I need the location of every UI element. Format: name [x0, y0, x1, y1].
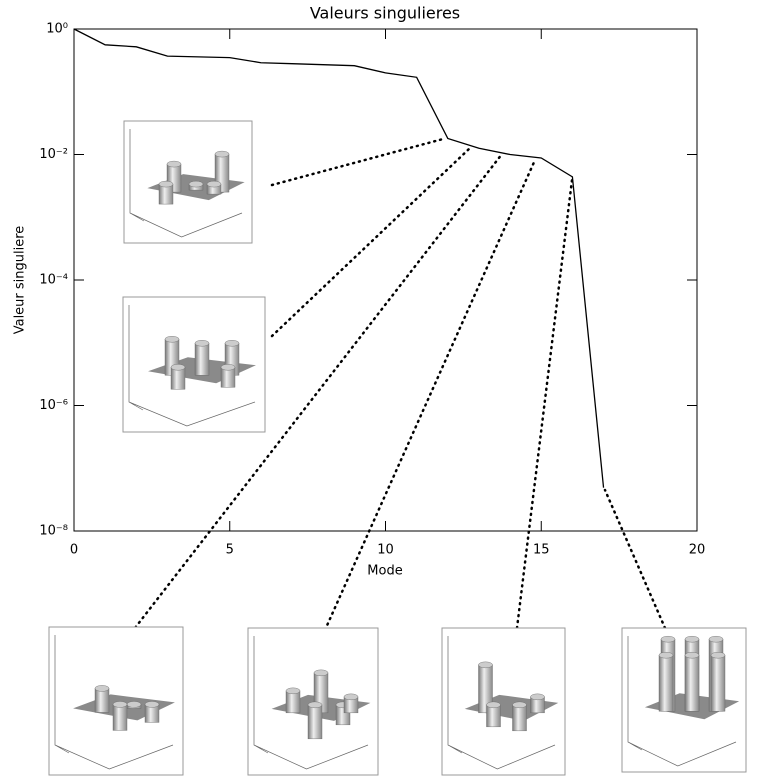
surface-peak-cap — [684, 636, 700, 643]
surface-peak-cap — [710, 652, 726, 659]
y-tick-label: 10⁻⁸ — [39, 524, 68, 539]
y-tick-label: 10⁰ — [46, 22, 68, 37]
surface-peak — [710, 655, 726, 712]
surface-peak — [307, 704, 323, 740]
surface-peak — [512, 704, 527, 732]
x-tick-label: 5 — [226, 543, 234, 558]
x-tick-label: 10 — [377, 543, 394, 558]
surface-peak-cap — [224, 340, 240, 347]
surface-peak-cap — [188, 180, 204, 188]
y-tick-label: 10⁻⁶ — [39, 398, 68, 413]
inset-axes — [253, 636, 369, 770]
surface-peak-cap — [214, 150, 230, 158]
surface-peak-cap — [313, 669, 329, 677]
surface-peak-cap — [166, 160, 182, 168]
surface-peak-cap — [194, 340, 210, 347]
surface-peak — [194, 343, 210, 376]
x-tick-label: 0 — [70, 543, 78, 558]
x-tick-label: 15 — [533, 543, 550, 558]
surface-peak — [658, 655, 674, 712]
surface-peak-cap — [343, 693, 359, 701]
surface-peak-cap — [158, 180, 174, 188]
surface-peak-cap — [126, 701, 142, 708]
surface-peak-cap — [486, 701, 501, 709]
surface-peak — [170, 367, 186, 390]
surface-peak-cap — [708, 636, 724, 643]
connector — [126, 152, 504, 639]
surface-peak-cap — [285, 687, 301, 695]
surface-peak-cap — [660, 636, 676, 643]
surface-peak-cap — [206, 180, 222, 188]
connector — [603, 488, 667, 630]
surface-peak-cap — [478, 661, 493, 669]
insets — [48, 120, 747, 776]
data-line — [73, 28, 605, 488]
surface-peak-cap — [220, 364, 236, 371]
y-tick-label: 10⁻² — [39, 147, 68, 162]
y-tick-label: 10⁻⁴ — [39, 273, 68, 288]
surface-peak-cap — [112, 701, 128, 708]
connector — [515, 178, 574, 630]
chart-title: Valeurs singulieres — [310, 4, 460, 23]
x-tick-label: 20 — [689, 543, 706, 558]
inset-axes — [129, 129, 243, 238]
surface-peak — [112, 704, 128, 731]
surface-peak-cap — [530, 693, 545, 701]
connector — [270, 146, 472, 338]
surface-peak-cap — [164, 336, 180, 343]
surface-peak — [285, 690, 301, 714]
surface-peak-cap — [684, 652, 700, 659]
inset-axes — [447, 636, 556, 770]
plot-frame — [73, 28, 698, 532]
y-axis-label: Valeur singuliere — [13, 226, 28, 335]
connector — [323, 158, 537, 632]
surface-peak — [486, 704, 501, 728]
surface-peak-cap — [170, 364, 186, 371]
surface-peak-cap — [307, 701, 323, 709]
surface-peak-cap — [658, 652, 674, 659]
connector — [270, 137, 445, 187]
surface-peak — [94, 688, 110, 713]
inset-axes — [54, 635, 174, 770]
surface-peak-cap — [94, 685, 110, 692]
surface-peak — [684, 655, 700, 712]
surface-peak-cap — [144, 701, 160, 708]
x-axis-label: Mode — [367, 564, 402, 579]
inset-axes — [627, 636, 737, 767]
surface-peak-cap — [512, 701, 527, 709]
inset-axes — [128, 305, 256, 427]
connectors — [126, 137, 667, 639]
